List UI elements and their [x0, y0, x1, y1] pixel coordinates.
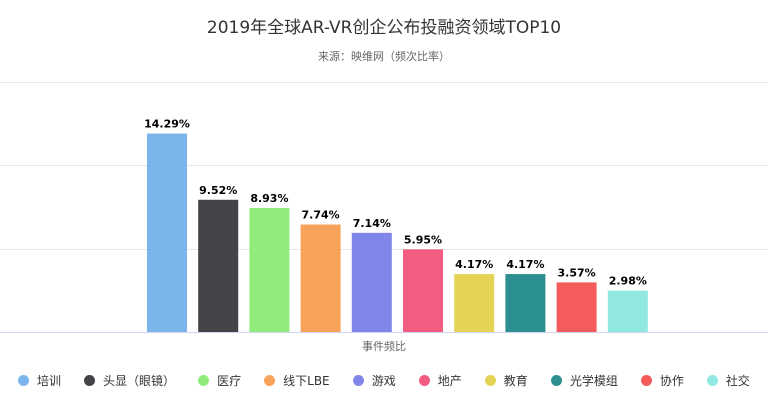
legend-item-4[interactable]: 线下LBE — [264, 372, 330, 389]
legend-item-10[interactable]: 社交 — [706, 372, 750, 389]
chart-legend: 培训 头显（眼镜） 医疗 线下LBE 游戏 地产 教育 光学模组 协作 社交 — [0, 370, 768, 390]
data-label-3: 8.93% — [250, 192, 288, 205]
bar-3[interactable] — [249, 207, 290, 332]
legend-label: 地产 — [437, 373, 462, 388]
data-label-2: 9.52% — [199, 184, 237, 197]
legend-label: 教育 — [503, 373, 528, 388]
legend-label: 社交 — [725, 373, 750, 388]
legend-label: 协作 — [659, 373, 684, 388]
legend-label: 线下LBE — [283, 373, 330, 388]
legend-marker — [640, 374, 652, 386]
legend-marker — [706, 374, 718, 386]
legend-item-1[interactable]: 培训 — [18, 372, 61, 389]
legend-label: 医疗 — [217, 373, 242, 388]
bar-6[interactable] — [403, 249, 443, 332]
chart-title: 2019年全球AR-VR创企公布投融资领域TOP10 — [206, 18, 562, 38]
x-axis-label: 事件频比 — [362, 339, 406, 353]
data-label-7: 4.17% — [455, 258, 493, 271]
legend-label: 游戏 — [371, 373, 396, 388]
data-label-10: 2.98% — [609, 275, 647, 288]
legend-item-5[interactable]: 游戏 — [352, 372, 396, 389]
bar-4[interactable] — [300, 224, 341, 333]
legend-marker — [418, 374, 430, 386]
legend-item-7[interactable]: 教育 — [484, 372, 528, 389]
data-label-4: 7.74% — [302, 209, 340, 222]
bar-5[interactable] — [351, 232, 392, 332]
legend-item-2[interactable]: 头显（眼镜） — [84, 372, 175, 389]
bar-10[interactable] — [607, 290, 648, 332]
bar-7[interactable] — [454, 274, 495, 332]
data-label-6: 5.95% — [404, 233, 442, 246]
legend-marker — [484, 374, 496, 386]
data-label-1: 14.29% — [144, 118, 190, 131]
legend-item-3[interactable]: 医疗 — [198, 372, 241, 389]
legend-label: 培训 — [37, 373, 62, 388]
data-label-9: 3.57% — [558, 266, 596, 279]
bar-9[interactable] — [556, 282, 597, 332]
bar-8[interactable] — [505, 274, 546, 332]
legend-item-8[interactable]: 光学模组 — [550, 372, 618, 389]
chart-subtitle: 来源：映维网（频次比率） — [318, 50, 450, 63]
legend-label: 头显（眼镜） — [103, 373, 176, 388]
bar-1[interactable] — [147, 133, 187, 332]
legend-marker — [550, 374, 562, 386]
legend-item-9[interactable]: 协作 — [640, 372, 684, 389]
legend-marker — [198, 374, 210, 386]
data-label-8: 4.17% — [506, 258, 544, 271]
bar-2[interactable] — [198, 199, 239, 332]
legend-item-6[interactable]: 地产 — [418, 372, 462, 389]
legend-marker — [352, 374, 364, 386]
legend-marker — [18, 374, 29, 386]
data-label-5: 7.14% — [353, 217, 391, 230]
legend-marker — [84, 374, 96, 386]
legend-label: 光学模组 — [569, 373, 618, 388]
legend-marker — [264, 374, 276, 386]
